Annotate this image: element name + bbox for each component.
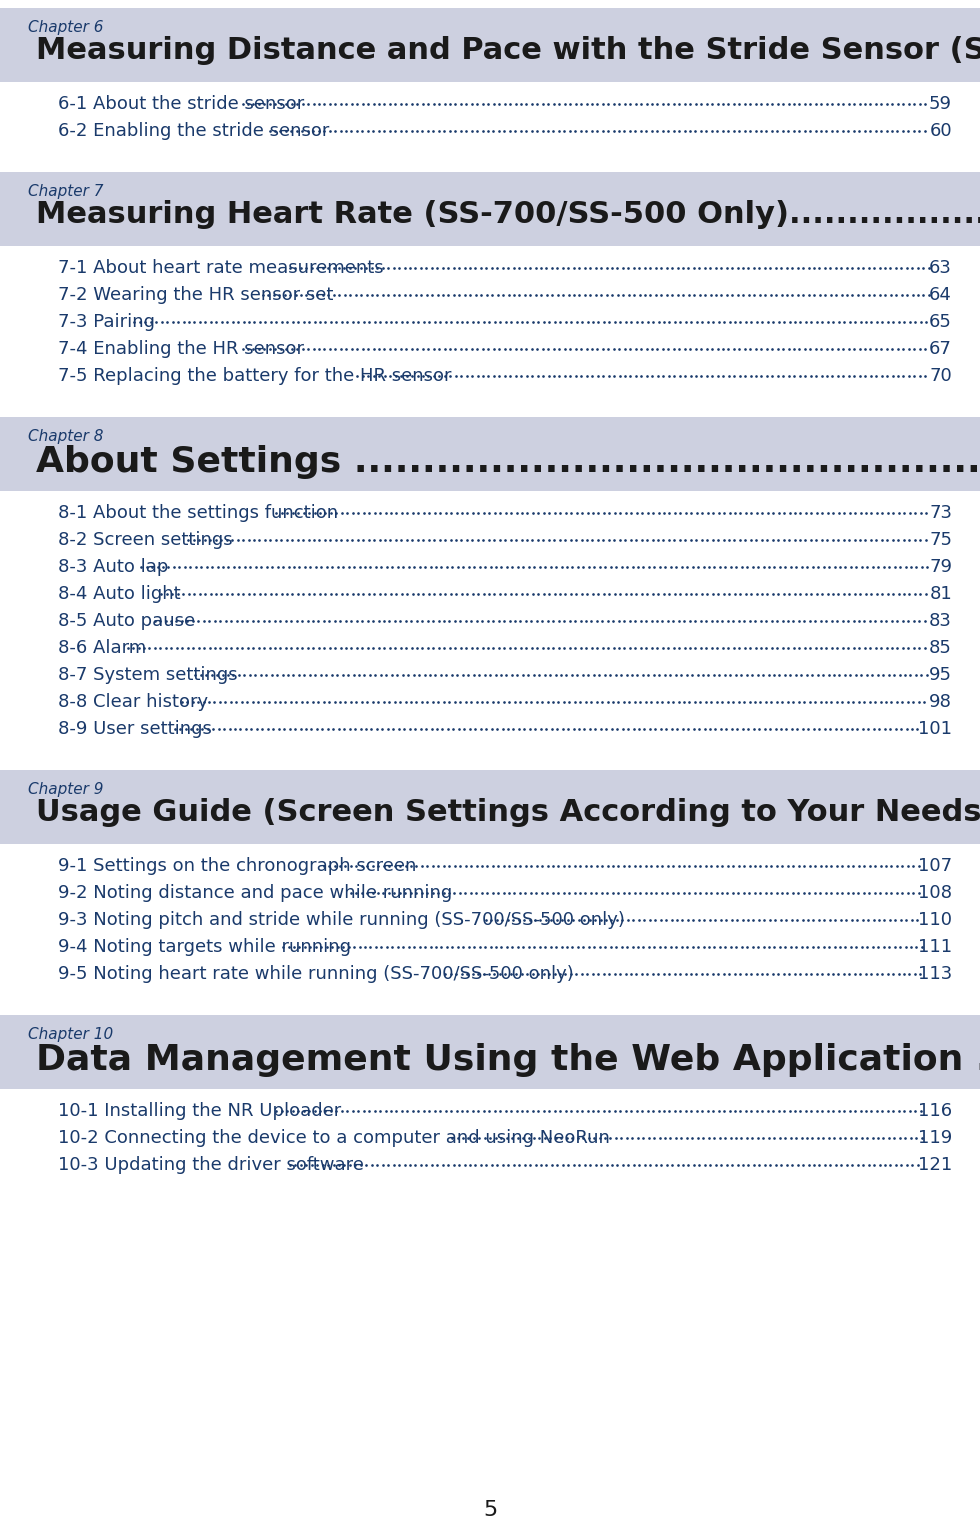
Text: 8-4 Auto light: 8-4 Auto light xyxy=(58,585,186,603)
Text: 108: 108 xyxy=(918,883,952,902)
Text: 9-2 Noting distance and pace while running: 9-2 Noting distance and pace while runni… xyxy=(58,883,458,902)
Text: 10-1 Installing the NR Uploader: 10-1 Installing the NR Uploader xyxy=(58,1102,347,1121)
Text: 121: 121 xyxy=(917,1156,952,1174)
Text: 9-4 Noting targets while running: 9-4 Noting targets while running xyxy=(58,939,357,955)
Text: Chapter 10: Chapter 10 xyxy=(28,1027,114,1043)
Text: 8-3 Auto lap: 8-3 Auto lap xyxy=(58,557,169,576)
Text: 64: 64 xyxy=(929,286,952,305)
Text: 75: 75 xyxy=(929,531,952,550)
Text: 101: 101 xyxy=(918,720,952,738)
Text: 119: 119 xyxy=(917,1128,952,1147)
Text: 79: 79 xyxy=(929,557,952,576)
Text: 7-4 Enabling the HR sensor: 7-4 Enabling the HR sensor xyxy=(58,340,310,358)
Text: Usage Guide (Screen Settings According to Your Needs)................. 106: Usage Guide (Screen Settings According t… xyxy=(36,798,980,827)
Text: 8-8 Clear history: 8-8 Clear history xyxy=(58,694,214,710)
Text: 67: 67 xyxy=(929,340,952,358)
Text: 7-3 Pairing: 7-3 Pairing xyxy=(58,312,155,331)
Text: 8-9 User settings: 8-9 User settings xyxy=(58,720,212,738)
Text: 10-2 Connecting the device to a computer and using NeoRun: 10-2 Connecting the device to a computer… xyxy=(58,1128,615,1147)
Text: 107: 107 xyxy=(918,857,952,876)
Text: 8-5 Auto pause: 8-5 Auto pause xyxy=(58,612,195,629)
Text: Measuring Heart Rate (SS-700/SS-500 Only).......................................: Measuring Heart Rate (SS-700/SS-500 Only… xyxy=(36,201,980,230)
Text: 8-1 About the settings function: 8-1 About the settings function xyxy=(58,504,344,522)
Text: 113: 113 xyxy=(917,965,952,983)
Text: Chapter 8: Chapter 8 xyxy=(28,429,104,444)
Text: 6-2 Enabling the stride sensor: 6-2 Enabling the stride sensor xyxy=(58,122,335,139)
Text: 73: 73 xyxy=(929,504,952,522)
Text: 81: 81 xyxy=(929,585,952,603)
Text: Chapter 6: Chapter 6 xyxy=(28,20,104,35)
Bar xyxy=(0,1015,980,1089)
Text: 9-3 Noting pitch and stride while running (SS-700/SS-500 only): 9-3 Noting pitch and stride while runnin… xyxy=(58,911,630,929)
Text: 7-2 Wearing the HR sensor set: 7-2 Wearing the HR sensor set xyxy=(58,286,339,305)
Text: 8-2 Screen settings: 8-2 Screen settings xyxy=(58,531,232,550)
Text: 7-1 About heart rate measurements: 7-1 About heart rate measurements xyxy=(58,259,389,277)
Text: Chapter 7: Chapter 7 xyxy=(28,184,104,199)
Text: 8-7 System settings: 8-7 System settings xyxy=(58,666,243,684)
Text: Chapter 9: Chapter 9 xyxy=(28,782,104,798)
Bar xyxy=(0,8,980,83)
Bar xyxy=(0,171,980,246)
Text: 59: 59 xyxy=(929,95,952,113)
Text: About Settings .................................................................: About Settings .........................… xyxy=(36,446,980,479)
Text: 63: 63 xyxy=(929,259,952,277)
Text: 70: 70 xyxy=(929,367,952,384)
Bar xyxy=(0,770,980,844)
Text: 8-6 Alarm: 8-6 Alarm xyxy=(58,638,152,657)
Text: 65: 65 xyxy=(929,312,952,331)
Text: 85: 85 xyxy=(929,638,952,657)
Text: 5: 5 xyxy=(483,1500,497,1520)
Text: 83: 83 xyxy=(929,612,952,629)
Bar xyxy=(0,416,980,491)
Text: 10-3 Updating the driver software: 10-3 Updating the driver software xyxy=(58,1156,369,1174)
Text: Data Management Using the Web Application ....................................11: Data Management Using the Web Applicatio… xyxy=(36,1043,980,1076)
Text: 60: 60 xyxy=(929,122,952,139)
Text: 9-5 Noting heart rate while running (SS-700/SS-500 only): 9-5 Noting heart rate while running (SS-… xyxy=(58,965,579,983)
Text: 111: 111 xyxy=(918,939,952,955)
Text: 7-5 Replacing the battery for the HR sensor: 7-5 Replacing the battery for the HR sen… xyxy=(58,367,458,384)
Text: 110: 110 xyxy=(918,911,952,929)
Text: Measuring Distance and Pace with the Stride Sensor (SS-700/SS-500 Only) ... 58: Measuring Distance and Pace with the Str… xyxy=(36,37,980,64)
Text: 98: 98 xyxy=(929,694,952,710)
Text: 6-1 About the stride sensor: 6-1 About the stride sensor xyxy=(58,95,304,113)
Text: 116: 116 xyxy=(918,1102,952,1121)
Text: 9-1 Settings on the chronograph screen: 9-1 Settings on the chronograph screen xyxy=(58,857,422,876)
Text: 95: 95 xyxy=(929,666,952,684)
